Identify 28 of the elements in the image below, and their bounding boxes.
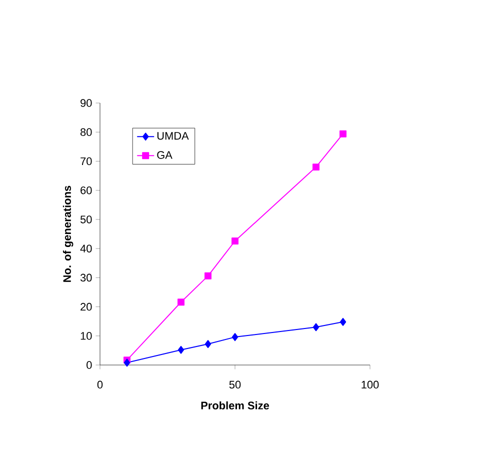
- point: [340, 318, 346, 326]
- point: [312, 323, 320, 332]
- y-tick-label: 0: [86, 361, 92, 369]
- y-tick-label: 80: [80, 128, 92, 136]
- y-tick-label: 60: [80, 186, 92, 194]
- y-tick-label: 90: [80, 99, 92, 107]
- y-axis-title: No. of generations: [62, 186, 74, 282]
- y-tick-label: 20: [80, 302, 92, 311]
- point: [124, 358, 130, 367]
- x-tick-label: 50: [229, 380, 241, 389]
- x-axis-title: Problem Size: [201, 401, 270, 410]
- point: [312, 164, 320, 171]
- x-tick-label: 100: [362, 380, 379, 389]
- point: [232, 238, 238, 244]
- y-tick-label: 10: [80, 332, 92, 340]
- point: [178, 298, 184, 306]
- point: [204, 272, 212, 280]
- x-tick-label: 0: [97, 380, 103, 389]
- legend-label: UMDA: [157, 132, 189, 140]
- y-tick-label: 50: [80, 216, 92, 224]
- y-tick-label: 30: [80, 274, 92, 282]
- y-tick-label: 70: [80, 157, 92, 166]
- point: [232, 333, 238, 342]
- point: [204, 340, 212, 348]
- y-tick-label: 40: [80, 244, 92, 252]
- point: [178, 346, 184, 354]
- legend-label: GA: [157, 151, 172, 159]
- point: [340, 130, 346, 138]
